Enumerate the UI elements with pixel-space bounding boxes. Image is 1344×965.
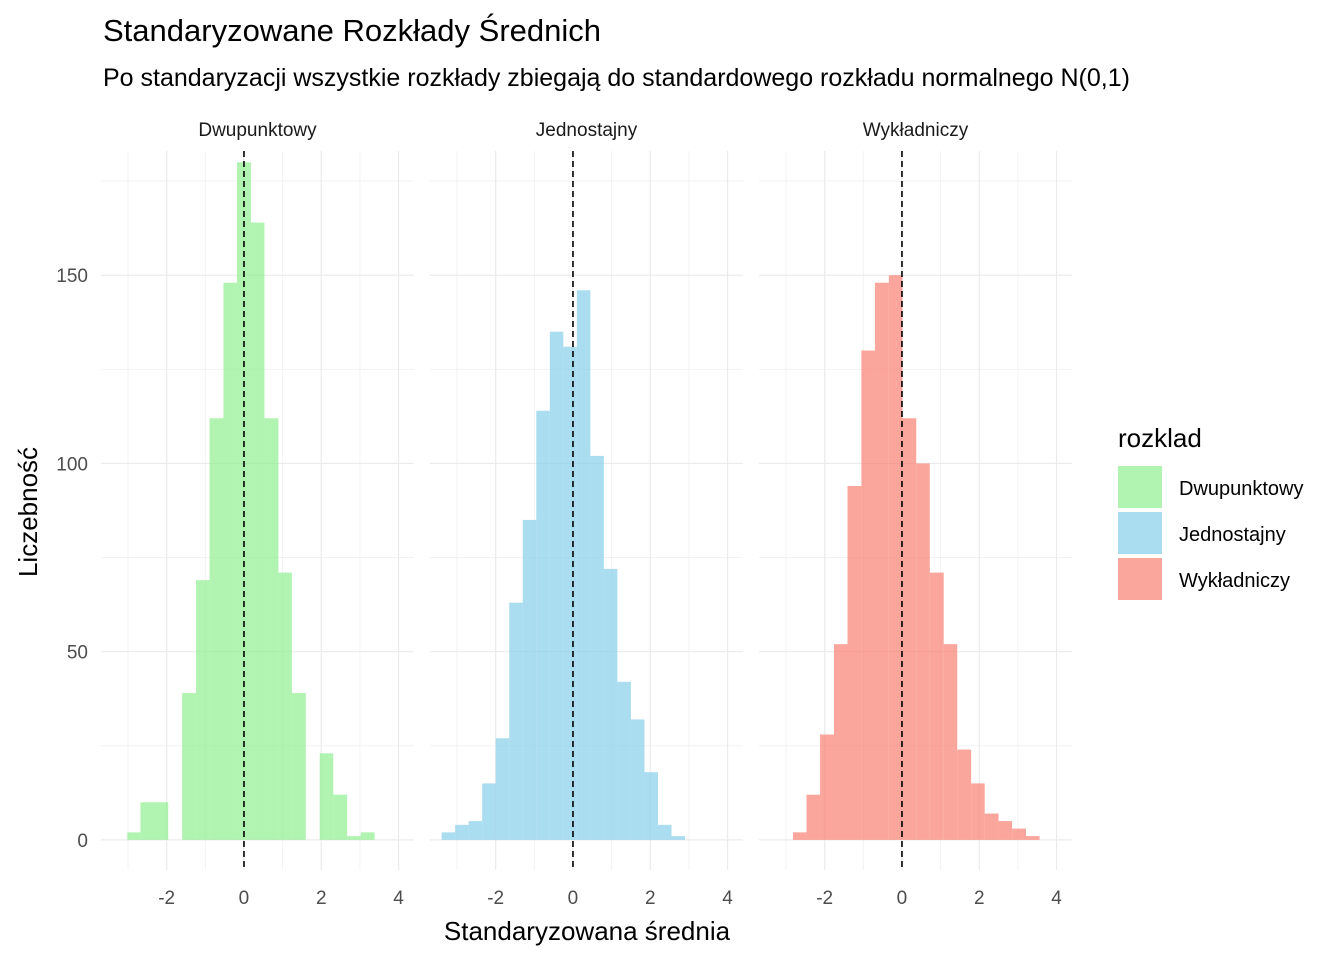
histogram-bar xyxy=(644,772,658,840)
histogram-bar xyxy=(603,568,618,840)
histogram-bar xyxy=(861,350,875,840)
histogram-bar xyxy=(495,738,510,840)
histogram-bar xyxy=(916,463,930,840)
legend: rozklad Dwupunktowy Jednostajny Wykładnicz… xyxy=(1118,423,1304,600)
facet-strip-label: Dwupunktowy xyxy=(198,120,317,141)
histogram-bar xyxy=(943,644,958,840)
y-axis: 0 50 100 150 xyxy=(56,266,88,852)
histogram-bar xyxy=(793,832,807,840)
chart-subtitle: Po standaryzacji wszystkie rozkłady zbie… xyxy=(103,64,1130,92)
histogram-bar xyxy=(902,418,917,840)
histogram-bar xyxy=(278,572,292,840)
histogram-bar xyxy=(590,455,604,840)
histogram-bar xyxy=(468,821,483,840)
x-tick-label: -2 xyxy=(816,888,833,909)
histogram-bar xyxy=(196,580,210,840)
facet-strip-label: Jednostajny xyxy=(536,120,638,141)
histogram-bar xyxy=(549,331,564,840)
histogram-bar xyxy=(536,410,550,840)
histogram-bar xyxy=(333,794,348,840)
y-tick-label: 150 xyxy=(56,266,88,287)
histogram-bar xyxy=(874,282,889,840)
histogram-bar xyxy=(455,824,469,840)
histogram-bar xyxy=(984,813,999,840)
y-tick-label: 100 xyxy=(56,454,88,475)
histogram-bar xyxy=(998,821,1013,840)
panel-1: Dwupunktowy -2 0 2 4 xyxy=(101,120,414,909)
x-tick-label: -2 xyxy=(158,888,175,909)
y-tick-label: 0 xyxy=(77,831,88,852)
legend-label: Wykładniczy xyxy=(1179,570,1290,592)
histogram-bar xyxy=(209,418,224,840)
x-tick-label: 2 xyxy=(974,888,985,909)
legend-label: Jednostajny xyxy=(1179,524,1286,546)
chart-title: Standaryzowane Rozkłady Średnich xyxy=(103,12,601,48)
histogram-bar xyxy=(929,572,944,840)
legend-swatch xyxy=(1118,466,1162,508)
histogram-bar xyxy=(140,802,169,840)
histogram-bar xyxy=(509,602,523,840)
histogram-bar xyxy=(563,346,577,840)
histogram-bar xyxy=(820,734,834,840)
x-tick-label: -2 xyxy=(487,888,504,909)
histogram-bar xyxy=(806,794,821,840)
histogram-bar xyxy=(319,753,334,840)
y-axis-title: Liczebność xyxy=(13,447,43,577)
histogram-bar xyxy=(657,824,672,840)
histogram-bar xyxy=(291,693,306,840)
x-tick-label: 2 xyxy=(645,888,656,909)
x-tick-label: 0 xyxy=(897,888,908,909)
x-tick-label: 0 xyxy=(239,888,250,909)
histogram-bar xyxy=(264,418,279,840)
histogram-bar xyxy=(1012,828,1027,840)
panel-3: Wykładniczy -2 0 2 4 xyxy=(759,120,1072,909)
histogram-bar xyxy=(971,783,985,840)
histogram-bar xyxy=(576,290,591,840)
histogram-bar xyxy=(223,282,238,840)
x-tick-label: 4 xyxy=(722,888,733,909)
histogram-bar xyxy=(617,681,631,840)
y-tick-label: 50 xyxy=(67,643,88,664)
x-tick-label: 2 xyxy=(316,888,327,909)
histogram-bar xyxy=(630,719,645,840)
histogram-bar xyxy=(360,832,375,840)
x-tick-label: 4 xyxy=(393,888,404,909)
facet-strip-label: Wykładniczy xyxy=(863,120,969,141)
legend-title: rozklad xyxy=(1118,423,1202,453)
x-axis-title: Standaryzowana średnia xyxy=(444,916,731,946)
histogram-bar xyxy=(671,836,686,840)
histogram-bar xyxy=(847,486,862,840)
x-tick-label: 4 xyxy=(1051,888,1062,909)
x-tick-label: 0 xyxy=(568,888,579,909)
histogram-bar xyxy=(482,783,496,840)
histogram-bar xyxy=(347,836,361,840)
histogram-bar xyxy=(441,832,456,840)
histogram-bar xyxy=(182,693,197,840)
histogram-bar xyxy=(888,275,903,840)
legend-label: Dwupunktowy xyxy=(1179,478,1304,500)
histogram-bar xyxy=(1026,836,1040,840)
histogram-bar xyxy=(127,832,141,840)
legend-swatch xyxy=(1118,512,1162,554)
histogram-bar xyxy=(833,644,848,840)
histogram-bar xyxy=(250,222,265,840)
histogram-bar xyxy=(522,519,537,840)
legend-swatch xyxy=(1118,558,1162,600)
panel-2: Jednostajny -2 0 2 4 xyxy=(430,120,743,909)
histogram-bar xyxy=(957,749,972,840)
